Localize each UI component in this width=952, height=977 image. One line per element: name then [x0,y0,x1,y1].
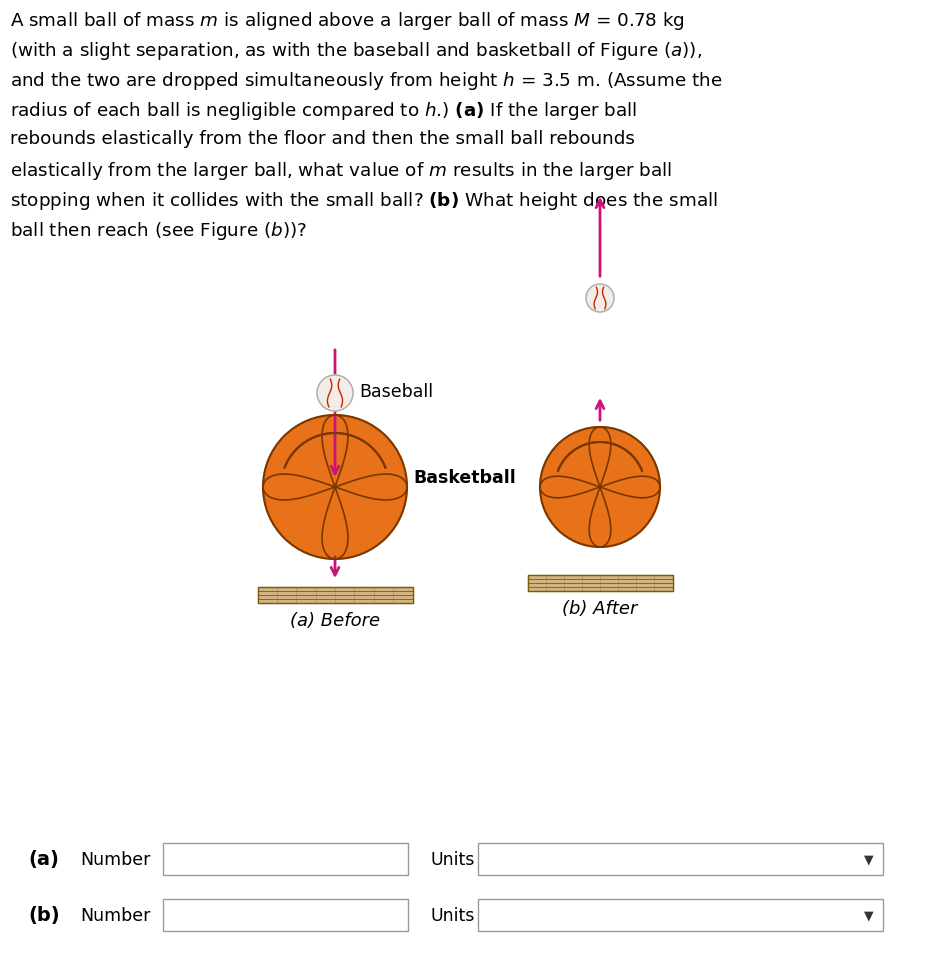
Bar [257,587,412,604]
Text: radius of each ball is negligible compared to $h$.) $\mathbf{(a)}$ If the larger: radius of each ball is negligible compar… [10,100,637,122]
Text: stopping when it collides with the small ball? $\mathbf{(b)}$ What height does t: stopping when it collides with the small… [10,190,718,212]
Text: Units: Units [430,906,474,924]
Circle shape [540,428,660,547]
Text: ▼: ▼ [864,853,874,866]
Text: ball then reach (see Figure ($b$))?: ball then reach (see Figure ($b$))? [10,220,307,241]
Text: Basketball: Basketball [413,469,516,487]
Bar [163,899,408,931]
Bar [527,575,672,591]
Text: Number: Number [80,850,150,869]
Bar [527,575,672,591]
Text: (b) After: (b) After [563,599,638,617]
Circle shape [263,415,407,560]
Text: (with a slight separation, as with the baseball and basketball of Figure ($a$)),: (with a slight separation, as with the b… [10,40,702,62]
Text: Units: Units [430,850,474,869]
Text: Baseball: Baseball [359,383,433,401]
Text: Number: Number [80,906,150,924]
Text: rebounds elastically from the floor and then the small ball rebounds: rebounds elastically from the floor and … [10,130,635,148]
Bar [478,843,883,875]
Bar [257,587,412,604]
Bar [163,843,408,875]
Text: elastically from the larger ball, what value of $m$ results in the larger ball: elastically from the larger ball, what v… [10,160,672,182]
Text: and the two are dropped simultaneously from height $h$ = 3.5 m. (Assume the: and the two are dropped simultaneously f… [10,70,723,92]
Text: ▼: ▼ [864,909,874,921]
Text: (a) Before: (a) Before [290,612,380,629]
Text: (b): (b) [28,906,60,924]
Circle shape [586,284,614,313]
Text: A small ball of mass $m$ is aligned above a larger ball of mass $M$ = 0.78 kg: A small ball of mass $m$ is aligned abov… [10,10,684,32]
Text: (a): (a) [28,850,59,869]
Bar [478,899,883,931]
Circle shape [317,375,353,411]
